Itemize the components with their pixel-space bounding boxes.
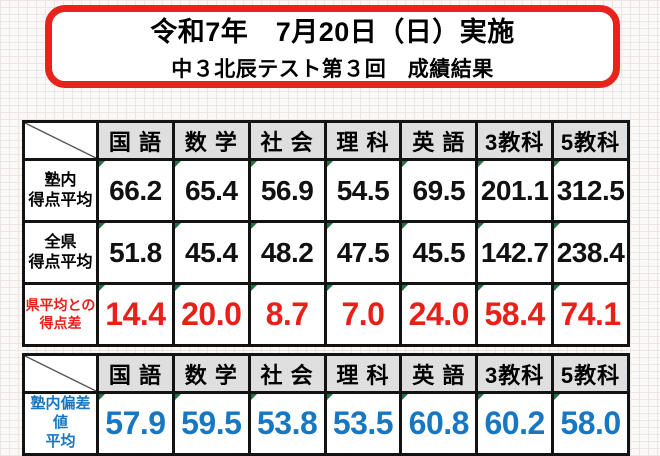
column-header-social: 社 会	[247, 353, 327, 394]
column-header-japanese: 国 語	[96, 120, 175, 161]
row-label-prefecture-average: 全県 得点平均	[22, 220, 99, 285]
row-label-line2: 得点平均	[28, 253, 93, 271]
row-juku-average: 塾内 得点平均 66.2 65.4 56.9 54.5 69.5 201.1 3…	[22, 158, 630, 223]
score-cell: 66.2	[96, 158, 175, 223]
column-header-english: 英 語	[399, 120, 479, 161]
deviation-cell: 53.5	[323, 391, 403, 456]
score-cell: 238.4	[551, 220, 630, 285]
deviation-cell: 53.8	[247, 391, 327, 456]
deviation-cell: 59.5	[171, 391, 251, 456]
score-cell: 14.4	[96, 282, 175, 347]
column-header-science: 理 科	[323, 120, 403, 161]
row-label-line1: 全県	[44, 233, 77, 251]
score-cell: 47.5	[323, 220, 403, 285]
score-cell: 45.5	[399, 220, 479, 285]
column-header-math: 数 学	[171, 353, 251, 394]
column-header-english: 英 語	[399, 353, 479, 394]
score-cell: 56.9	[247, 158, 327, 223]
corner-diagonal-cell	[22, 353, 99, 394]
corner-diagonal-cell	[22, 120, 99, 161]
row-label-line2: 平均	[45, 432, 76, 450]
deviation-cell: 58.0	[551, 391, 630, 456]
column-header-science: 理 科	[323, 353, 403, 394]
column-header-3subjects: 3教科	[475, 353, 555, 394]
score-cell: 142.7	[475, 220, 555, 285]
score-cell: 7.0	[323, 282, 403, 347]
row-label-line1: 県平均との	[25, 297, 96, 313]
score-table-header-row: 国 語 数 学 社 会 理 科 英 語 3教科 5教科	[22, 120, 630, 161]
score-cell: 69.5	[399, 158, 479, 223]
row-score-difference: 県平均との 得点差 14.4 20.0 8.7 7.0 24.0 58.4 74…	[22, 282, 630, 347]
column-header-3subjects: 3教科	[475, 120, 555, 161]
deviation-table: 国 語 数 学 社 会 理 科 英 語 3教科 5教科 塾内偏差値 平均 57.…	[22, 353, 630, 456]
score-cell: 20.0	[171, 282, 251, 347]
row-label-line1: 塾内偏差値	[30, 395, 91, 432]
row-juku-deviation-average: 塾内偏差値 平均 57.9 59.5 53.8 53.5 60.8 60.2 5…	[22, 391, 630, 456]
row-label-line2: 得点平均	[28, 191, 93, 209]
column-header-math: 数 学	[171, 120, 251, 161]
diagonal-line-icon	[25, 356, 96, 391]
row-label-line2: 得点差	[39, 314, 82, 331]
column-header-5subjects: 5教科	[551, 353, 630, 394]
deviation-cell: 57.9	[96, 391, 175, 456]
score-cell: 54.5	[323, 158, 403, 223]
score-cell: 51.8	[96, 220, 175, 285]
deviation-cell: 60.8	[399, 391, 479, 456]
exam-name-title: 中３北辰テスト第３回 成績結果	[171, 58, 494, 81]
column-header-5subjects: 5教科	[551, 120, 630, 161]
row-prefecture-average: 全県 得点平均 51.8 45.4 48.2 47.5 45.5 142.7 2…	[22, 220, 630, 285]
score-cell: 65.4	[171, 158, 251, 223]
deviation-cell: 60.2	[475, 391, 555, 456]
diagonal-line-icon	[25, 123, 96, 158]
score-cell: 58.4	[475, 282, 555, 347]
title-box: 令和7年 7月20日（日）実施 中３北辰テスト第３回 成績結果	[45, 5, 620, 88]
score-table: 国 語 数 学 社 会 理 科 英 語 3教科 5教科 塾内 得点平均 66.2…	[22, 120, 630, 347]
column-header-japanese: 国 語	[96, 353, 175, 394]
row-label-score-difference: 県平均との 得点差	[22, 282, 99, 347]
row-label-juku-average: 塾内 得点平均	[22, 158, 99, 223]
score-cell: 201.1	[475, 158, 555, 223]
score-cell: 312.5	[551, 158, 630, 223]
column-header-social: 社 会	[247, 120, 327, 161]
exam-date-title: 令和7年 7月20日（日）実施	[150, 17, 515, 47]
score-cell: 24.0	[399, 282, 479, 347]
row-label-line1: 塾内	[44, 171, 77, 189]
row-label-juku-deviation: 塾内偏差値 平均	[22, 391, 99, 456]
score-cell: 74.1	[551, 282, 630, 347]
score-cell: 45.4	[171, 220, 251, 285]
score-cell: 8.7	[247, 282, 327, 347]
score-cell: 48.2	[247, 220, 327, 285]
deviation-table-header-row: 国 語 数 学 社 会 理 科 英 語 3教科 5教科	[22, 353, 630, 394]
